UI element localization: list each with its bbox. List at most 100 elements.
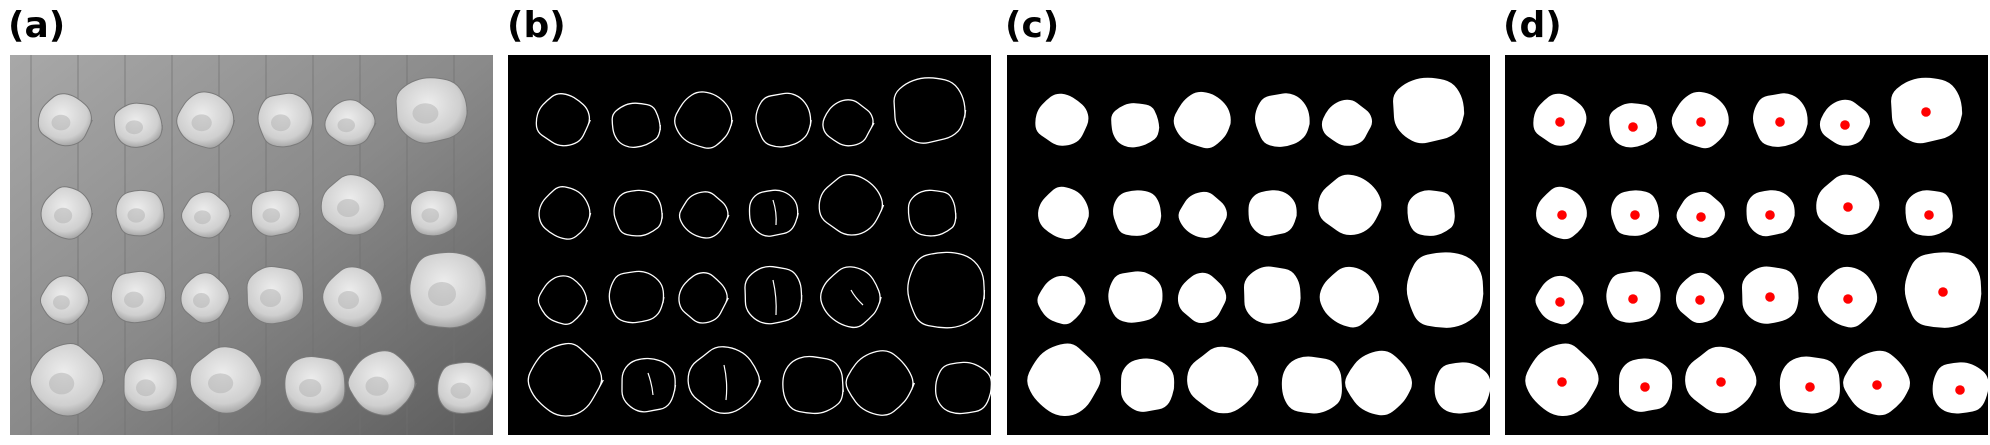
coin-mask — [1111, 103, 1160, 148]
coin-texture — [191, 114, 212, 132]
coin-texture — [450, 382, 471, 399]
centroid-marker — [1843, 202, 1853, 212]
inner-edge — [850, 289, 864, 306]
coin-texture — [271, 114, 291, 132]
coin-contour — [538, 186, 592, 240]
panel-label-d: (d) — [1503, 5, 1562, 46]
coin-contour — [748, 189, 799, 237]
coin-mask — [1345, 350, 1414, 416]
coin-texture — [421, 208, 439, 223]
coin-contour — [893, 77, 967, 144]
centroid-marker — [1557, 377, 1567, 387]
coins-photo-image — [10, 55, 493, 435]
coin-contour — [907, 251, 986, 329]
centroid-marker — [1872, 380, 1882, 390]
centroid-marker — [1555, 297, 1565, 307]
coin-contour — [678, 272, 729, 324]
coin-contour — [678, 191, 730, 239]
coin-contour — [907, 189, 957, 237]
coin-mask — [1318, 174, 1383, 236]
coin-contour — [527, 342, 604, 417]
centroid-marker — [1628, 294, 1638, 304]
coin-contour — [820, 266, 882, 329]
coin-texture — [338, 291, 359, 309]
coin-mask — [1393, 77, 1465, 144]
panel-d-centroids — [1505, 55, 1988, 435]
coin-mask — [1319, 266, 1381, 328]
centroid-marker — [1765, 210, 1775, 220]
coin-contour — [934, 361, 991, 415]
panel-b-edge-contours — [508, 55, 991, 435]
coin-mask — [1321, 99, 1373, 146]
inner-edge — [723, 364, 728, 401]
coin-texture — [125, 120, 143, 135]
coin-texture — [54, 207, 73, 224]
coin-texture — [51, 114, 71, 131]
centroid-marker — [1921, 107, 1931, 117]
coin-mask — [1187, 346, 1260, 414]
coin-texture — [194, 210, 211, 225]
panel-a-grayscale-photo — [10, 55, 493, 435]
coin-mask — [1121, 358, 1175, 412]
centroid-marker — [1765, 292, 1775, 302]
coin-texture — [53, 295, 70, 310]
centroids-image — [1505, 55, 1988, 435]
coin-texture — [127, 208, 145, 223]
centroid-marker — [1716, 377, 1726, 387]
coin-mask — [1406, 252, 1484, 328]
coin-mask — [1407, 190, 1455, 236]
coin-mask — [1173, 91, 1232, 149]
inner-edge — [772, 279, 777, 316]
centroid-marker — [1805, 382, 1815, 392]
centroid-marker — [1696, 212, 1706, 222]
coin-texture — [208, 373, 234, 394]
coin-texture — [193, 293, 210, 308]
inner-edge — [772, 199, 777, 226]
coin-mask — [1243, 266, 1301, 324]
coin-contour — [755, 92, 812, 148]
coin-contour — [822, 99, 875, 147]
coin-contour — [613, 189, 663, 237]
centroid-marker — [1628, 122, 1638, 132]
coin-texture — [365, 376, 389, 396]
panel-label-a: (a) — [8, 5, 66, 46]
coin-texture — [337, 199, 360, 217]
coin-contour — [611, 102, 661, 149]
binary-mask-image — [1007, 55, 1490, 435]
centroid-marker — [1775, 117, 1785, 127]
centroid-marker — [1840, 120, 1850, 130]
centroid-marker — [1557, 210, 1567, 220]
coin-texture — [262, 208, 280, 223]
edge-contours-image — [508, 55, 991, 435]
coin-mask — [1035, 93, 1090, 146]
coin-mask — [1108, 271, 1163, 323]
coin-mask — [1037, 275, 1087, 325]
coin-texture — [124, 291, 144, 308]
coin-contour — [535, 93, 591, 147]
coin-contour — [537, 275, 589, 325]
coin-mask — [1038, 186, 1090, 240]
centroid-marker — [1955, 385, 1965, 395]
coin-mask — [1254, 93, 1311, 147]
centroid-marker — [1640, 382, 1650, 392]
coin-mask — [1248, 190, 1298, 237]
coin-texture — [260, 289, 281, 307]
coin-texture — [49, 372, 75, 395]
coin-mask — [1027, 343, 1103, 417]
inner-edge — [647, 372, 654, 396]
centroid-marker — [1843, 294, 1853, 304]
centroid-marker — [1924, 210, 1934, 220]
centroid-marker — [1695, 295, 1705, 305]
coin-contour — [818, 173, 885, 236]
coin-texture — [299, 379, 322, 397]
panel-label-c: (c) — [1005, 5, 1060, 46]
coin-contour — [744, 265, 803, 325]
centroid-marker — [1696, 117, 1706, 127]
coin-mask — [1113, 190, 1162, 236]
coin-texture — [428, 282, 456, 306]
coin-mask — [1177, 272, 1228, 324]
coin-contour — [674, 91, 734, 149]
coin-texture — [136, 379, 156, 397]
coin-contour — [782, 355, 844, 415]
coin-contour — [687, 346, 762, 414]
